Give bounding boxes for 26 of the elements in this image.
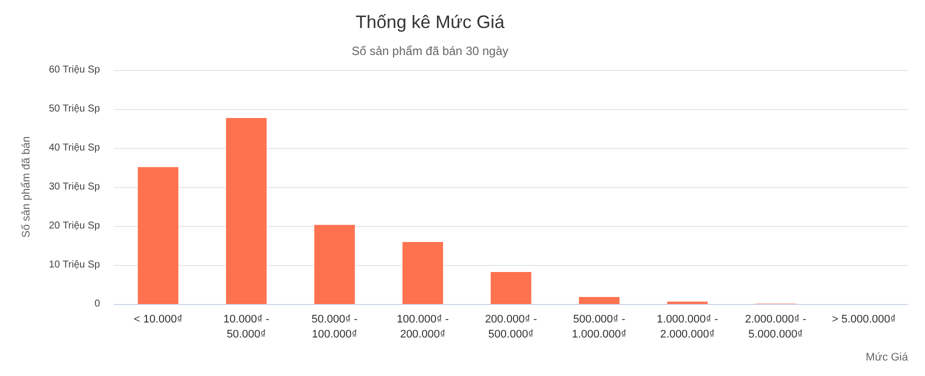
x-tick-label: 200.000₫ - 500.000₫ bbox=[484, 314, 538, 340]
x-axis-title: Mức Giá bbox=[866, 352, 909, 364]
bar bbox=[402, 242, 444, 304]
x-tick-label: 2.000.000₫ - 5.000.000₫ bbox=[745, 314, 807, 340]
x-tick-label: < 10.000₫ bbox=[134, 314, 182, 326]
chart-subtitle: Số sản phẩm đã bán 30 ngày bbox=[352, 44, 508, 58]
y-tick-label: 40 Triệu Sp bbox=[48, 142, 100, 154]
x-tick-label: 100.000₫ - 200.000₫ bbox=[396, 314, 450, 340]
chart-title: Thống kê Mức Giá bbox=[355, 12, 506, 32]
bar bbox=[578, 296, 620, 304]
y-tick-label: 30 Triệu Sp bbox=[48, 182, 100, 192]
y-tick-label: 10 Triệu Sp bbox=[48, 260, 100, 270]
x-tick-label: 50.000₫ - 100.000₫ bbox=[312, 314, 358, 340]
y-tick-label: 60 Triệu Sp bbox=[48, 64, 100, 76]
x-tick-label: > 5.000.000₫ bbox=[832, 314, 896, 326]
x-tick-label: 10.000₫ - 50.000₫ bbox=[223, 314, 270, 340]
y-tick-label: 50 Triệu Sp bbox=[48, 104, 100, 114]
bar bbox=[490, 272, 532, 304]
y-tick-label: 20 Triệu Sp bbox=[48, 220, 100, 232]
bar bbox=[314, 224, 355, 304]
y-tick-label: 0 bbox=[94, 298, 100, 310]
y-axis-title: Số sản phẩm đã bán bbox=[20, 136, 32, 238]
x-tick-label: 1.000.000₫ - 2.000.000₫ bbox=[656, 314, 718, 340]
x-tick-label: 500.000₫ - 1.000.000₫ bbox=[572, 314, 627, 340]
bar bbox=[138, 167, 178, 304]
bar bbox=[226, 118, 267, 304]
